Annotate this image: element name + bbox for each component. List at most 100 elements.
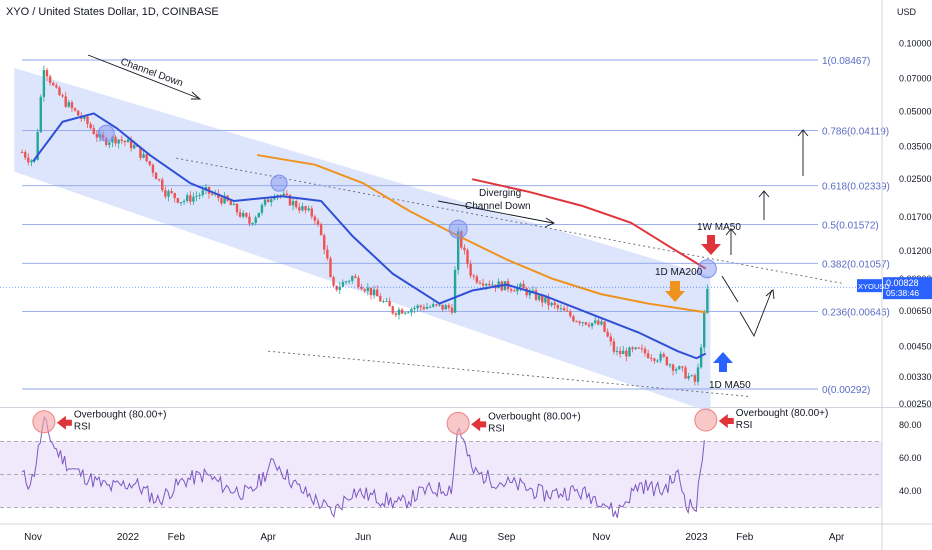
candle-body	[304, 206, 307, 211]
candle-body	[625, 350, 628, 357]
candle-body	[575, 321, 578, 323]
rsi-tick-label: 60.00	[899, 453, 922, 463]
candle-body	[375, 289, 379, 297]
overbought-arrow	[471, 417, 487, 432]
fib-up-arrow-2-head	[758, 190, 770, 198]
candle-body	[528, 290, 532, 296]
diverging-arrowhead	[544, 217, 555, 228]
candle-body	[229, 200, 232, 206]
touch-circle	[97, 124, 115, 142]
channel-down-arrowhead	[191, 91, 202, 100]
candle-body	[628, 347, 631, 357]
candle-body	[541, 295, 544, 303]
candle-body	[597, 320, 600, 325]
diverging-label-1: Diverging	[479, 188, 521, 199]
candle-body	[170, 191, 173, 193]
candle-body	[30, 160, 33, 163]
candle-body	[559, 308, 563, 310]
projection-arrowhead	[765, 289, 775, 300]
candle-body	[73, 108, 77, 111]
candle-body	[173, 192, 176, 199]
candle-body	[450, 307, 454, 313]
candle-body	[441, 304, 444, 310]
touch-circle	[270, 174, 288, 192]
candle-body	[369, 287, 373, 296]
candle-body	[95, 134, 99, 138]
diverging-lower-line	[268, 350, 751, 398]
rsi-line	[21, 415, 705, 518]
candle-body	[20, 152, 24, 154]
time-tick-label: Apr	[260, 532, 276, 543]
candle-body	[456, 231, 460, 270]
chart-title: XYO / United States Dollar, 1D, COINBASE	[6, 6, 219, 18]
candle-body	[142, 154, 145, 158]
candle-body	[643, 348, 647, 354]
time-tick-label: Feb	[168, 532, 186, 543]
price-tick-label: 0.00330	[899, 372, 932, 382]
candle-body	[397, 309, 401, 315]
candle-body	[600, 321, 603, 325]
candle-body	[484, 284, 488, 286]
candle-body	[354, 276, 357, 278]
candle-body	[671, 364, 675, 371]
ticker-badge	[883, 277, 932, 300]
candle-body	[594, 320, 597, 323]
overbought-label: Overbought (80.00+)	[488, 411, 581, 422]
orange-down-arrow	[665, 281, 685, 302]
candle-body	[114, 136, 117, 144]
candle-body	[622, 350, 625, 355]
overbought-label: Overbought (80.00+)	[736, 408, 829, 419]
candle-body	[578, 321, 581, 324]
candle-body	[379, 296, 382, 302]
candle-body	[488, 284, 491, 286]
candle-body	[338, 286, 342, 290]
candle-body	[569, 311, 572, 317]
candle-body	[547, 297, 550, 306]
overbought-arrow	[718, 414, 734, 429]
time-tick-label: 2022	[117, 532, 140, 543]
overbought-circle	[694, 408, 718, 432]
candle-body	[634, 347, 637, 350]
candle-body	[133, 144, 136, 149]
time-tick-label: Sep	[498, 532, 516, 543]
ticker-symbol-bg	[857, 279, 882, 293]
candle-body	[609, 336, 612, 342]
fib-up-arrow-3-head	[725, 228, 737, 236]
candle-body	[606, 331, 609, 337]
diverging-arrow	[437, 200, 554, 224]
candle-body	[544, 297, 547, 303]
channel-down-label: Channel Down	[119, 56, 184, 89]
price-tick-label: 0.01700	[899, 212, 932, 222]
overbought-rsi-label: RSI	[488, 423, 505, 434]
candle-body	[189, 195, 192, 202]
candle-body	[572, 316, 575, 322]
candle-body	[659, 353, 662, 361]
time-tick-label: 2023	[685, 532, 708, 543]
candle-body	[83, 116, 86, 119]
candle-body	[139, 146, 142, 158]
diverging-label-2: Channel Down	[465, 201, 531, 212]
candle-body	[217, 193, 220, 198]
candle-body	[631, 347, 634, 350]
candle-body	[404, 312, 407, 314]
candle-body	[335, 285, 338, 290]
candle-body	[516, 287, 519, 292]
candle-body	[678, 366, 681, 370]
candle-body	[326, 249, 329, 259]
candle-body	[123, 140, 127, 143]
candle-body	[129, 139, 133, 149]
candle-body	[703, 312, 706, 348]
fib-level-label: 0.786(0.04119)	[822, 126, 889, 137]
candle-body	[332, 277, 335, 286]
candle-body	[665, 356, 669, 366]
candle-body	[235, 203, 239, 213]
candle-body	[385, 300, 388, 302]
candle-body	[39, 96, 42, 133]
candle-body	[285, 193, 289, 196]
candle-body	[696, 367, 700, 382]
ma50-1d-line	[32, 112, 707, 360]
candle-body	[145, 154, 148, 162]
candle-body	[637, 347, 641, 349]
candle-body	[52, 82, 55, 86]
